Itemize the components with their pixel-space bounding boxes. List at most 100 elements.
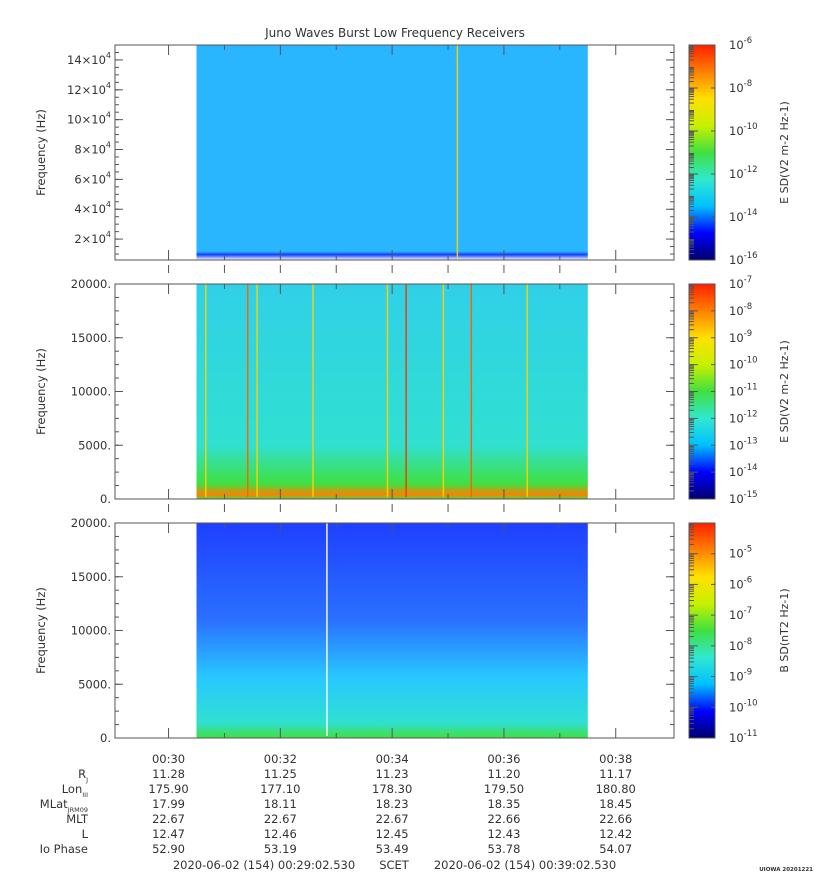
time-axis: 00:30 00:32 00:34 00:36 00:38 [152, 752, 632, 766]
colorbar-tick-label: 10-8 [729, 79, 752, 95]
time-tick-label: 00:32 [264, 752, 297, 766]
ephemeris-value: 17.99 [152, 797, 185, 811]
footer: 2020-06-02 (154) 00:29:02.530 SCET 2020-… [173, 858, 813, 873]
colorbar-tick-label: 10-14 [729, 463, 758, 479]
y-tick-label: 0. [100, 731, 111, 745]
time-tick-label: 00:38 [599, 752, 632, 766]
ephemeris-value: 11.25 [264, 767, 297, 781]
ephemeris-value: 11.28 [152, 767, 185, 781]
ephemeris-value: 12.45 [376, 827, 409, 841]
colorbar-tick-label: 10-11 [729, 729, 758, 745]
colorbar-middle: 10-7 10-8 10-9 10-10 10-11 10-12 10-13 10-14 10-… [688, 275, 791, 506]
y-tick-label: 10000. [71, 624, 111, 638]
colorbar-label: B SD(nT2 Hz-1) [778, 588, 791, 672]
colorbar-tick-label: 10-12 [729, 165, 758, 181]
y-axis-label: Frequency (Hz) [34, 587, 48, 674]
y-tick-label: 10000. [71, 385, 111, 399]
ephemeris-value: 11.20 [487, 767, 520, 781]
colorbar-tick-label: 10-10 [729, 122, 758, 138]
ephemeris-value: 12.43 [487, 827, 520, 841]
ephemeris-label: MLatJRM09 [40, 797, 88, 814]
colorbar-tick-label: 10-13 [729, 436, 758, 452]
spectrogram-top [196, 45, 588, 260]
colorbar-tick-label: 10-12 [729, 409, 758, 425]
y-tick-label: 10×104 [67, 111, 111, 127]
colorbar-label: E SD(V2 m-2 Hz-1) [778, 340, 791, 443]
ephemeris-value: 53.78 [487, 842, 520, 856]
time-tick-label: 00:30 [152, 752, 185, 766]
colorbar-tick-label: 10-8 [729, 637, 752, 653]
colorbar-tick-label: 10-16 [729, 251, 758, 267]
time-tick-label: 00:36 [487, 752, 520, 766]
colorbar-tick-label: 10-14 [729, 208, 758, 224]
scet-label: SCET [379, 858, 410, 872]
ephemeris-value: 22.67 [264, 812, 297, 826]
ephemeris-value: 12.42 [599, 827, 632, 841]
y-tick-label: 14×104 [67, 51, 111, 67]
ephemeris-value: 12.47 [152, 827, 185, 841]
ephemeris-value: 22.66 [599, 812, 632, 826]
ephemeris-value: 54.07 [599, 842, 632, 856]
colorbar-tick-label: 10-5 [729, 545, 752, 561]
panel-bottom: 0. 5000. 10000. 15000. 20000. Frequency (Hz) 1… [34, 516, 791, 745]
colorbar-tick-label: 10-10 [729, 698, 758, 714]
ephemeris-value: 18.11 [264, 797, 297, 811]
colorbar-scale [688, 44, 716, 261]
ephemeris-value: 53.19 [264, 842, 297, 856]
colorbar-bottom: 10-5 10-6 10-7 10-8 10-9 10-10 10-11 B SD(nT2 H… [688, 522, 791, 745]
y-axis-label: Frequency (Hz) [34, 109, 48, 196]
y-tick-label: 15000. [71, 570, 111, 584]
ephemeris-value: 179.50 [484, 782, 524, 796]
figure-title: Juno Waves Burst Low Frequency Receivers [264, 26, 525, 40]
start-time: 2020-06-02 (154) 00:29:02.530 [173, 858, 355, 872]
ephemeris-value: 52.90 [152, 842, 185, 856]
colorbar-tick-label: 10-9 [729, 668, 752, 684]
plot-border [114, 44, 675, 261]
y-axis-label: Frequency (Hz) [34, 348, 48, 435]
y-tick-label: 12×104 [67, 81, 111, 97]
colorbar-tick-label: 10-6 [729, 36, 752, 52]
y-tick-label: 0. [100, 492, 111, 506]
y-tick-label: 2×104 [74, 230, 111, 246]
y-tick-label: 20000. [71, 277, 111, 291]
colorbar-tick-label: 10-15 [729, 490, 758, 506]
ephemeris-value: 180.80 [596, 782, 636, 796]
y-tick-label: 8×104 [74, 141, 111, 157]
spectrogram-bottom [196, 523, 588, 738]
ephemeris-value: 11.23 [376, 767, 409, 781]
colorbar-tick-label: 10-7 [729, 606, 752, 622]
footer-stamp: UIOWA 20201221 [759, 867, 813, 873]
ephemeris-value: 11.17 [599, 767, 632, 781]
spectrogram-middle [196, 284, 588, 499]
ephemeris-label: MLT [66, 812, 89, 826]
colorbar-tick-label: 10-7 [729, 275, 752, 291]
ephemeris-label: LonIII [62, 782, 88, 799]
ephemeris-value: 53.49 [376, 842, 409, 856]
colorbar-tick-label: 10-11 [729, 383, 758, 399]
ephemeris-value: 22.67 [152, 812, 185, 826]
colorbar-tick-label: 10-9 [729, 329, 752, 345]
panels: 2×104 4×104 6×104 8×104 10×104 12×104 14×104 Fr… [34, 36, 791, 745]
colorbar-tick-label: 10-8 [729, 302, 752, 318]
ephemeris-label: RJ [78, 767, 88, 784]
colorbar-label: E SD(V2 m-2 Hz-1) [778, 101, 791, 204]
ephemeris-value: 22.67 [376, 812, 409, 826]
panel-top: 2×104 4×104 6×104 8×104 10×104 12×104 14×104 Fr… [34, 36, 791, 273]
y-tick-label: 6×104 [74, 170, 111, 186]
colorbar-top: 10-6 10-8 10-10 10-12 10-14 10-16 E SD(V2 m-2 … [688, 36, 791, 267]
ephemeris-value: 12.46 [264, 827, 297, 841]
colorbar-tick-label: 10-6 [729, 575, 752, 591]
ephemeris-label: Io Phase [40, 842, 88, 856]
panel-middle: 0. 5000. 10000. 15000. 20000. Frequency (Hz) 1… [34, 275, 791, 512]
ephemeris-label: L [82, 827, 89, 841]
ephemeris-value: 177.10 [260, 782, 300, 796]
y-tick-label: 15000. [71, 331, 111, 345]
ephemeris-value: 18.23 [376, 797, 409, 811]
y-tick-label: 4×104 [74, 200, 111, 216]
y-tick-label: 5000. [78, 438, 111, 452]
y-tick-label: 5000. [78, 677, 111, 691]
ephemeris-value: 22.66 [487, 812, 520, 826]
colorbar-tick-label: 10-10 [729, 356, 758, 372]
